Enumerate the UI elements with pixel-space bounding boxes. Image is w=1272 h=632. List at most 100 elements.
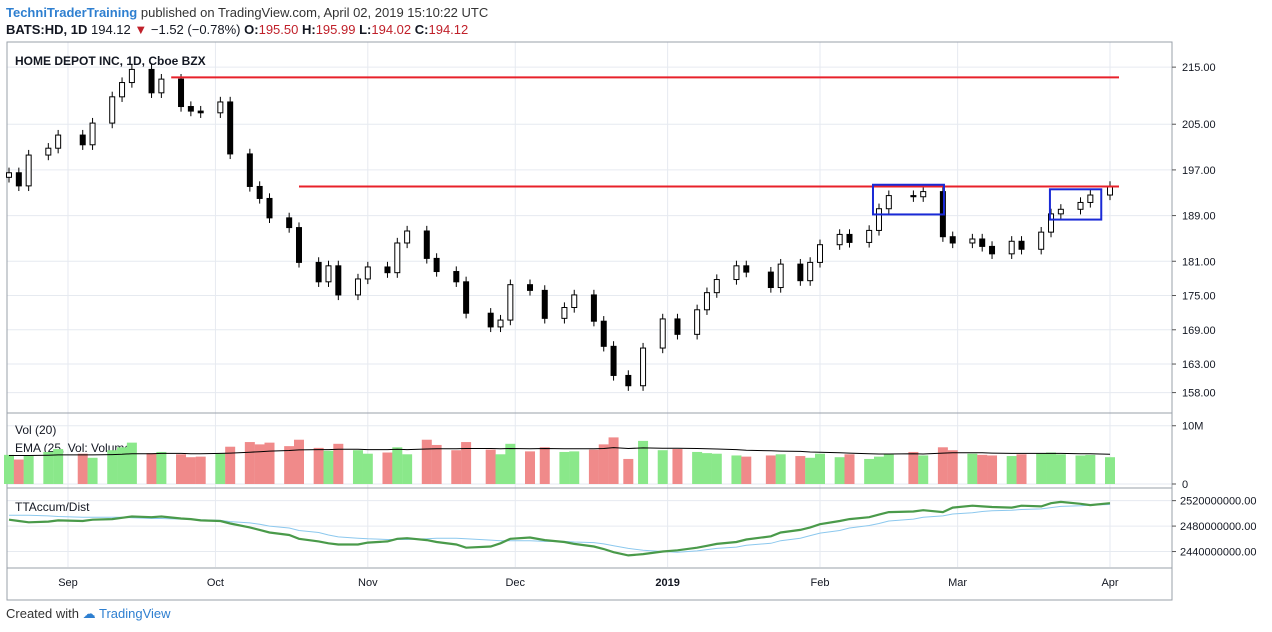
price-tick-label: 215.00: [1182, 62, 1216, 74]
candle-body: [694, 309, 701, 335]
volume-bar: [313, 447, 324, 484]
candle-body: [797, 263, 804, 282]
candle-body: [256, 185, 263, 199]
volume-bar: [431, 444, 442, 484]
close-value: 194.12: [428, 22, 469, 37]
candle-body: [1077, 201, 1084, 210]
volume-bar: [126, 442, 137, 484]
volume-bar: [967, 453, 978, 484]
candle-body: [266, 197, 273, 219]
candle-body: [674, 318, 681, 335]
volume-bar: [451, 450, 462, 484]
time-tick-label: Mar: [948, 577, 967, 589]
volume-bar: [525, 451, 536, 484]
accum-tick-label: 2520000000.00: [1180, 496, 1256, 508]
volume-bar: [461, 442, 472, 484]
candle-body: [433, 257, 440, 273]
candle-body: [315, 261, 322, 283]
volume-bar: [23, 456, 34, 484]
volume-bar: [333, 443, 344, 484]
volume-bar: [638, 440, 649, 484]
low-value: 194.02: [371, 22, 412, 37]
time-tick-label: Feb: [811, 577, 830, 589]
volume-bar: [873, 456, 884, 484]
volume-bar: [146, 453, 157, 484]
volume-bar: [293, 439, 304, 484]
candle-body: [507, 284, 514, 321]
candle-body: [246, 153, 253, 187]
volume-bar: [883, 454, 894, 484]
candle-body: [79, 134, 86, 146]
candle-body: [541, 289, 548, 319]
candle-body: [384, 266, 391, 274]
symbol-label: BATS:HD, 1D: [6, 22, 88, 37]
candle-body: [561, 307, 568, 319]
volume-bar: [1055, 454, 1066, 484]
volume-bar: [987, 455, 998, 484]
close-label: C:: [414, 22, 429, 37]
volume-bar: [1085, 454, 1096, 484]
volume-bar: [672, 449, 683, 484]
low-label: L:: [359, 22, 372, 37]
candle-body: [885, 195, 892, 210]
candle-body: [25, 154, 32, 187]
open-label: O:: [244, 22, 259, 37]
candle-body: [354, 278, 361, 296]
price-tick-label: 205.00: [1182, 119, 1216, 131]
price-tick-label: 197.00: [1182, 165, 1216, 177]
tradingview-logo-icon: ☁: [82, 606, 96, 621]
candle-body: [55, 134, 62, 149]
candle-body: [364, 266, 371, 280]
candle-body: [979, 238, 986, 247]
volume-bar: [731, 455, 742, 484]
volume-bar: [382, 452, 393, 484]
volume-bar: [77, 453, 88, 484]
candle-body: [527, 284, 534, 291]
volume-bar: [362, 453, 373, 484]
candle-body: [325, 265, 332, 283]
candle-body: [817, 244, 824, 263]
candle-body: [659, 318, 666, 349]
candle-body: [109, 96, 116, 124]
volume-bar: [176, 454, 187, 484]
footer-brand[interactable]: TradingView: [99, 606, 171, 621]
volume-bar: [741, 456, 752, 484]
candle-body: [217, 101, 224, 114]
volume-bar: [4, 454, 14, 484]
candles: [6, 64, 1113, 391]
volume-bar: [43, 451, 54, 484]
candle-body: [767, 271, 774, 289]
price-tick-label: 175.00: [1182, 291, 1216, 303]
volume-bar: [608, 437, 619, 484]
candle-body: [128, 68, 135, 84]
price-tick-label: 158.00: [1182, 388, 1216, 400]
volume-bar: [421, 439, 432, 484]
candle-body: [610, 345, 617, 376]
volume-bar: [795, 456, 806, 484]
author-link[interactable]: TechniTraderTraining: [6, 5, 138, 20]
candle-body: [197, 110, 204, 114]
price-pane-title: HOME DEPOT INC, 1D, Cboe BZX: [15, 54, 206, 68]
volume-bar: [1105, 457, 1115, 484]
candle-body: [1087, 194, 1094, 203]
volume-bar: [815, 453, 826, 484]
volume-ema-label: EMA (25, Vol: Volume): [15, 441, 135, 455]
chart-border: [6, 41, 1173, 601]
volume-bar: [775, 454, 786, 484]
volume-bar: [937, 447, 948, 484]
accum-pane-title: TTAccum/Dist: [15, 500, 90, 514]
candle-body: [1057, 208, 1064, 215]
volume-bar: [711, 453, 722, 484]
candle-body: [989, 245, 996, 255]
highlight-box: [1048, 188, 1103, 221]
ohlc-line: BATS:HD, 1D 194.12 ▼ −1.52 (−0.78%) O:19…: [6, 21, 468, 39]
volume-bar: [844, 454, 855, 484]
chart-header: TechniTraderTraining published on Tradin…: [6, 4, 488, 22]
change-value: −1.52 (−0.78%): [150, 22, 241, 37]
volume-bar: [13, 459, 24, 484]
footer: Created with ☁ TradingView: [6, 606, 171, 622]
volume-bar: [864, 458, 875, 484]
candle-body: [733, 265, 740, 281]
time-tick-label: Oct: [207, 577, 224, 589]
